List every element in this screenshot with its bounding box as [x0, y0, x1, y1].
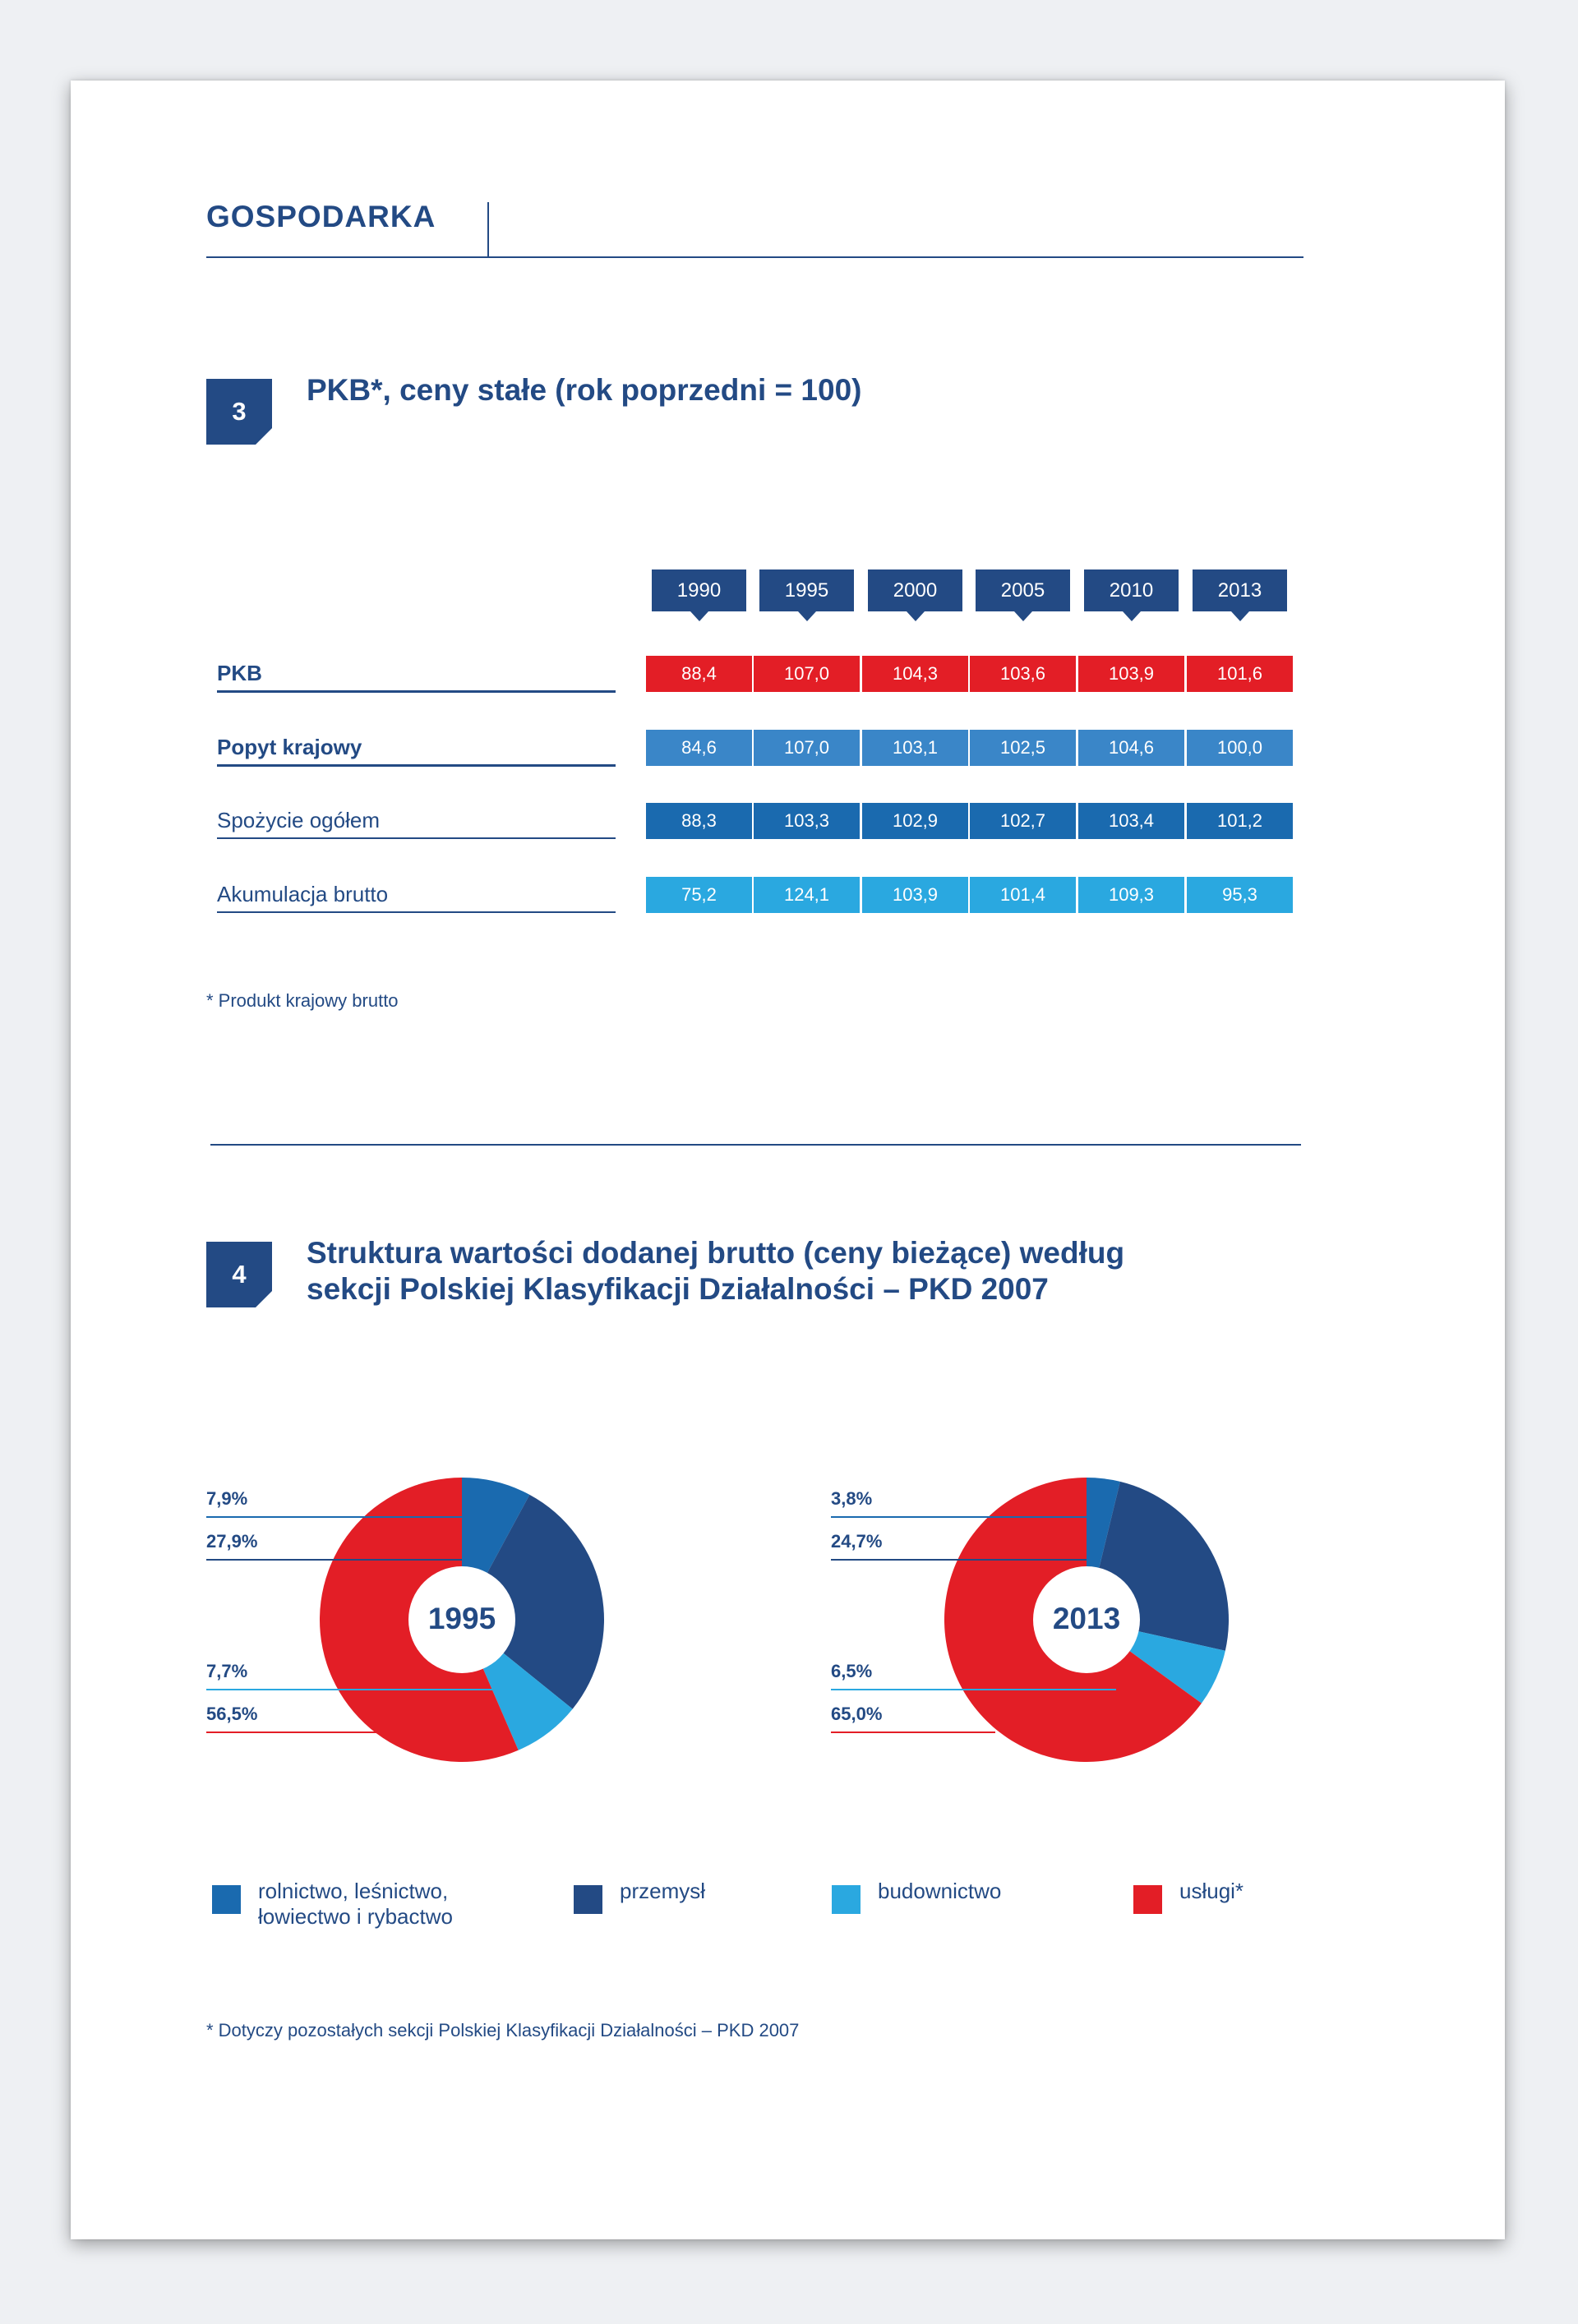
table-cell: 104,6: [1078, 730, 1184, 766]
section-4-title-line2: sekcji Polskiej Klasyfikacji Działalnośc…: [307, 1272, 1049, 1306]
table-cell: 95,3: [1187, 877, 1293, 913]
table-cell: 107,0: [754, 656, 860, 692]
legend-swatch: [1133, 1885, 1162, 1914]
donut-leader-line: [206, 1559, 462, 1561]
section-4-title-line1: Struktura wartości dodanej brutto (ceny …: [307, 1236, 1125, 1270]
legend-label: rolnictwo, leśnictwo, łowiectwo i rybactw…: [258, 1879, 453, 1930]
legend-label-line1: rolnictwo, leśnictwo,: [258, 1879, 449, 1903]
donut-center-label: 2013: [1052, 1602, 1121, 1635]
year-header-pointer: [1122, 611, 1141, 621]
section-4-title: Struktura wartości dodanej brutto (ceny …: [307, 1235, 1124, 1307]
donut-leader-line: [831, 1731, 995, 1733]
legend-label: przemysł: [620, 1879, 705, 1904]
donut-percent-label: 24,7%: [831, 1531, 883, 1552]
year-header-1995: 1995: [759, 569, 854, 611]
donut-percent-label: 6,5%: [831, 1661, 873, 1681]
table-cell: 101,2: [1187, 803, 1293, 839]
table-cell: 75,2: [646, 877, 752, 913]
section-divider: [210, 1144, 1301, 1146]
table-cell: 101,4: [970, 877, 1076, 913]
section-3-footnote: * Produkt krajowy brutto: [206, 990, 399, 1011]
section-3-badge: 3: [206, 379, 272, 445]
legend-label-line2: łowiectwo i rybactwo: [258, 1904, 453, 1929]
row-label: Akumulacja brutto: [217, 882, 389, 906]
table-cell: 102,7: [970, 803, 1076, 839]
table-cell: 103,4: [1078, 803, 1184, 839]
table-cell: 103,9: [862, 877, 968, 913]
table-cell: 100,0: [1187, 730, 1293, 766]
table-cell: 88,4: [646, 656, 752, 692]
donut-slice-1995-0: [462, 1478, 530, 1620]
year-header-pointer: [690, 611, 708, 621]
donut-percent-label: 7,9%: [206, 1488, 248, 1509]
table-cell: 103,9: [1078, 656, 1184, 692]
legend-label-line1: budownictwo: [878, 1879, 1002, 1903]
row-underline: [217, 911, 616, 913]
header-divider-vertical: [487, 202, 489, 256]
legend-swatch: [832, 1885, 861, 1914]
year-header-2005: 2005: [976, 569, 1070, 611]
table-cell: 102,5: [970, 730, 1076, 766]
year-header-2010: 2010: [1084, 569, 1179, 611]
donut-percent-label: 65,0%: [831, 1704, 883, 1724]
legend-label-line1: przemysł: [620, 1879, 706, 1903]
donut-leader-line: [206, 1689, 494, 1690]
donut-percent-label: 56,5%: [206, 1704, 258, 1724]
document-page: GOSPODARKA 3 PKB*, ceny stałe (rok poprz…: [71, 81, 1505, 2239]
year-header-pointer: [797, 611, 816, 621]
row-underline: [217, 764, 616, 767]
table-cell: 109,3: [1078, 877, 1184, 913]
donut-percent-label: 3,8%: [831, 1488, 873, 1509]
donut-percent-label: 27,9%: [206, 1531, 258, 1552]
donut-leader-line: [831, 1689, 1116, 1690]
table-cell: 104,3: [862, 656, 968, 692]
legend-label-line1: usługi*: [1179, 1879, 1244, 1903]
table-cell: 103,1: [862, 730, 968, 766]
year-header-pointer: [1230, 611, 1249, 621]
year-header-2013: 2013: [1193, 569, 1287, 611]
table-cell: 103,3: [754, 803, 860, 839]
legend-swatch: [574, 1885, 602, 1914]
legend-swatch: [212, 1885, 241, 1914]
donut-leader-line: [206, 1731, 376, 1733]
section-4-badge: 4: [206, 1242, 272, 1307]
table-cell: 107,0: [754, 730, 860, 766]
donut-center-label: 1995: [427, 1602, 496, 1635]
table-cell: 102,9: [862, 803, 968, 839]
section-4-footnote: * Dotyczy pozostałych sekcji Polskiej Kl…: [206, 2020, 800, 2040]
donut-leader-line: [831, 1516, 1087, 1518]
row-underline: [217, 837, 616, 839]
table-cell: 124,1: [754, 877, 860, 913]
donut-slice-2013-0: [1087, 1478, 1120, 1620]
table-cell: 84,6: [646, 730, 752, 766]
legend-label: budownictwo: [878, 1879, 1001, 1904]
row-underline: [217, 690, 616, 693]
donut-leader-line: [206, 1516, 462, 1518]
section-3-title: PKB*, ceny stałe (rok poprzedni = 100): [307, 373, 862, 407]
page-header-title: GOSPODARKA: [206, 200, 436, 233]
year-header-1990: 1990: [652, 569, 746, 611]
donut-percent-label: 7,7%: [206, 1661, 248, 1681]
row-label: Spożycie ogółem: [217, 808, 380, 832]
row-label: Popyt krajowy: [217, 735, 362, 759]
legend-label: usługi*: [1179, 1879, 1243, 1904]
year-header-2000: 2000: [868, 569, 962, 611]
header-divider-horizontal: [206, 256, 1303, 258]
row-label: PKB: [217, 661, 262, 685]
year-header-pointer: [906, 611, 925, 621]
table-cell: 101,6: [1187, 656, 1293, 692]
donut-leader-line: [831, 1559, 1087, 1561]
table-cell: 103,6: [970, 656, 1076, 692]
donut-slice-1995-2: [462, 1620, 573, 1750]
year-header-pointer: [1013, 611, 1032, 621]
table-cell: 88,3: [646, 803, 752, 839]
